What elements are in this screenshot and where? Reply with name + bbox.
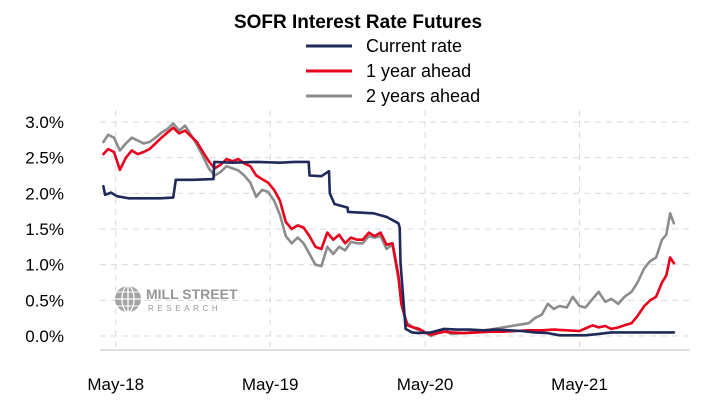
y-tick-label: 3.0% <box>25 113 64 132</box>
y-axis: 0.0% 0.5% 1.0% 1.5% 2.0% 2.5% 3.0% <box>25 113 64 346</box>
x-tick-label: May-20 <box>397 375 454 394</box>
chart-title: SOFR Interest Rate Futures <box>234 12 482 33</box>
y-tick-label: 0.5% <box>25 291 64 310</box>
watermark-line2: RESEARCH <box>148 304 221 313</box>
series-lines <box>102 122 676 338</box>
legend-item-1-year-ahead: 1 year ahead <box>306 61 471 81</box>
x-tick-label: May-18 <box>87 375 144 394</box>
series-line-current-rate <box>102 160 676 337</box>
y-tick-label: 1.0% <box>25 256 64 275</box>
grid <box>100 110 690 350</box>
x-tick-label: May-19 <box>242 375 299 394</box>
globe-icon <box>115 285 141 313</box>
legend-item-2-years-ahead: 2 years ahead <box>306 86 480 106</box>
watermark-line1: MILL STREET <box>146 286 238 302</box>
legend: Current rate 1 year ahead 2 years ahead <box>306 36 480 106</box>
series-line-1-year-ahead <box>102 126 676 336</box>
legend-label-current-rate: Current rate <box>366 36 462 56</box>
legend-label-2-years-ahead: 2 years ahead <box>366 86 480 106</box>
y-tick-label: 1.5% <box>25 220 64 239</box>
mill-street-research-watermark: MILL STREET RESEARCH <box>115 285 238 313</box>
legend-label-1-year-ahead: 1 year ahead <box>366 61 471 81</box>
y-tick-label: 2.5% <box>25 149 64 168</box>
y-tick-label: 0.0% <box>25 327 64 346</box>
y-tick-label: 2.0% <box>25 184 64 203</box>
x-axis: May-18 May-19 May-20 May-21 <box>87 349 690 394</box>
legend-item-current-rate: Current rate <box>306 36 462 56</box>
x-tick-label: May-21 <box>551 375 608 394</box>
